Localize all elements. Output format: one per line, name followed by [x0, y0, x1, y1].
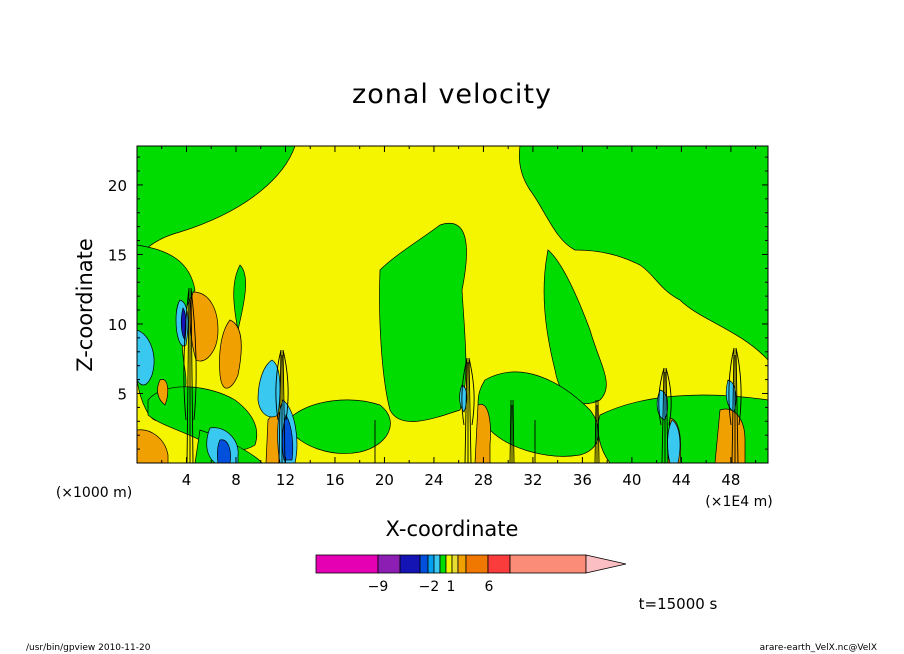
colorbar-segment	[451, 554, 459, 574]
x-tick-label: 16	[325, 471, 344, 489]
x-tick-label: 28	[474, 471, 493, 489]
y-axis-title: Z-coordinate	[73, 238, 97, 372]
colorbar-segment	[509, 554, 587, 574]
colorbar-segment	[399, 554, 421, 574]
y-tick-label: 20	[108, 177, 127, 195]
colorbar-label: −2	[419, 579, 440, 595]
footer-left: /usr/bin/gpview 2010-11-20	[26, 643, 151, 653]
x-axis: 4 8 12 16 20 24 28 32 36 40 44 48	[161, 146, 757, 489]
colorbar-segment	[439, 554, 447, 574]
y-tick-label: 15	[108, 246, 127, 264]
colorbar-segment	[465, 554, 489, 574]
colorbar-segment	[457, 554, 467, 574]
colorbar-segment	[445, 554, 453, 574]
colorbar-segment	[315, 554, 379, 574]
colorbar-arrow	[585, 554, 627, 574]
x-tick-label: 12	[276, 471, 295, 489]
colorbar	[315, 554, 627, 574]
colorbar-segment	[377, 554, 401, 574]
x-unit-note: (×1000 m)	[56, 485, 132, 501]
x-axis-title: X-coordinate	[386, 517, 519, 541]
chart-title: zonal velocity	[352, 79, 552, 110]
colorbar-label: 1	[447, 579, 456, 595]
x-tick-label: 24	[424, 471, 443, 489]
y-tick-label: 10	[108, 316, 127, 334]
colorbar-labels: −9 −2 1 6	[368, 579, 494, 595]
x-tick-label: 4	[182, 471, 192, 489]
plot-frame	[136, 145, 769, 464]
plume-spikes	[183, 287, 742, 463]
x-tick-label: 40	[622, 471, 641, 489]
colorbar-segment	[487, 554, 511, 574]
colorbar-segment	[419, 554, 429, 574]
y-tick-label: 5	[117, 385, 127, 403]
x-scale-note: (×1E4 m)	[705, 494, 772, 510]
x-tick-label: 20	[375, 471, 394, 489]
time-label: t=15000 s	[639, 595, 718, 613]
colorbar-segment	[427, 554, 435, 574]
colorbar-label: 6	[485, 579, 494, 595]
colorbar-segment	[433, 554, 441, 574]
plot-area	[137, 146, 768, 463]
footer-right: arare-earth_VelX.nc@VelX	[760, 643, 877, 653]
x-tick-label: 48	[721, 471, 740, 489]
x-tick-label: 44	[672, 471, 691, 489]
x-tick-label: 32	[523, 471, 542, 489]
colorbar-label: −9	[368, 579, 389, 595]
x-tick-label: 36	[573, 471, 592, 489]
y-axis: 5 10 15 20	[108, 156, 768, 450]
x-tick-label: 8	[231, 471, 241, 489]
